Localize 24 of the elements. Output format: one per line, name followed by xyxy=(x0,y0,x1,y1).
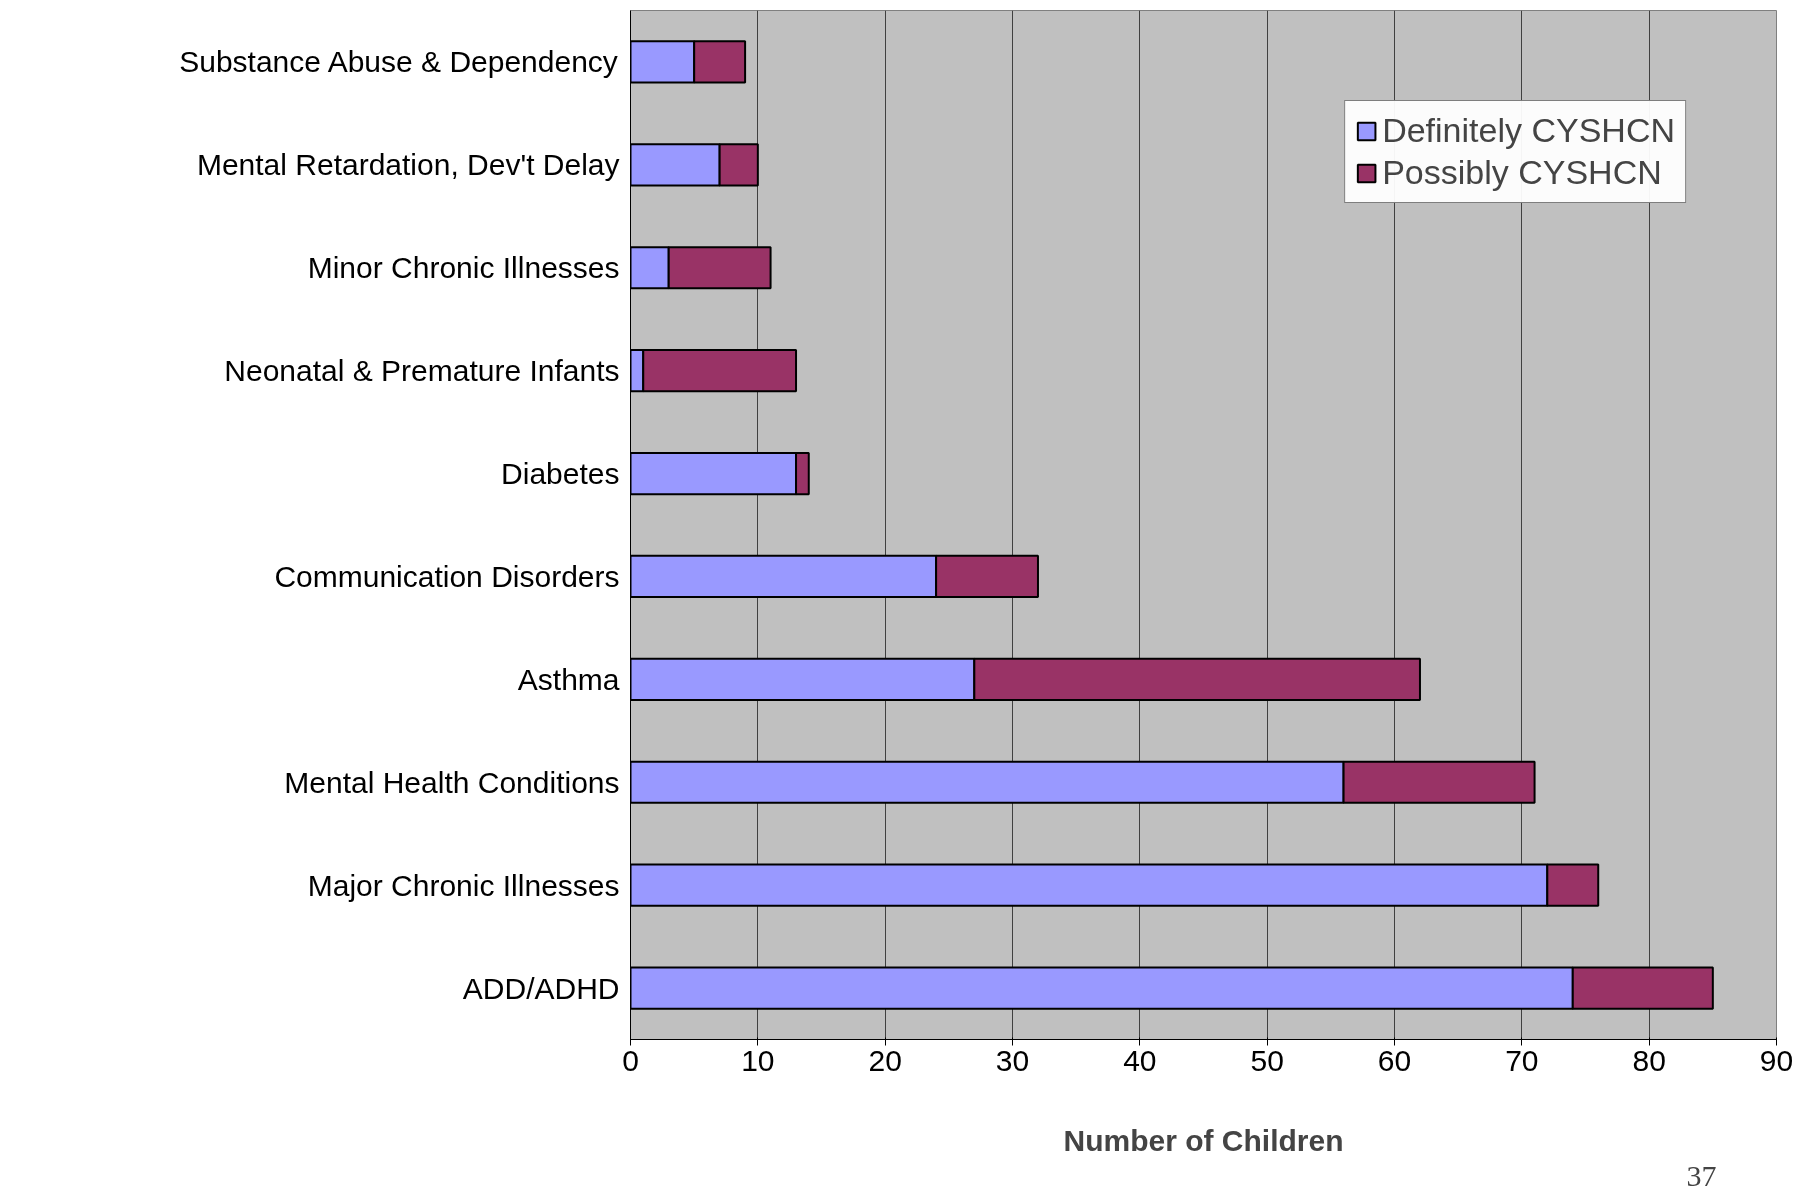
y-tick-label: Mental Retardation, Dev't Delay xyxy=(196,148,620,182)
y-tick-label: Asthma xyxy=(517,662,620,696)
y-tick-label: Neonatal & Premature Infants xyxy=(224,354,620,388)
x-tick-label: 60 xyxy=(1377,1043,1412,1077)
legend-label: Possibly CYSHCN xyxy=(1382,153,1662,192)
y-tick-label: ADD/ADHD xyxy=(462,971,620,1005)
x-tick-label: 10 xyxy=(741,1043,775,1077)
x-tick-label: 40 xyxy=(1123,1043,1157,1077)
x-tick-label: 90 xyxy=(1759,1043,1794,1077)
y-tick-label: Communication Disorders xyxy=(274,559,620,593)
y-tick-label: Minor Chronic Illnesses xyxy=(307,251,620,285)
x-tick-label: 0 xyxy=(622,1043,639,1077)
x-tick-label: 20 xyxy=(868,1043,902,1077)
x-tick-label: 30 xyxy=(995,1043,1030,1077)
x-tick-label: 80 xyxy=(1632,1043,1666,1077)
y-tick-label: Substance Abuse & Dependency xyxy=(179,45,618,79)
x-tick-label: 70 xyxy=(1505,1043,1539,1077)
text: 37 xyxy=(1686,1158,1717,1190)
y-tick-label: Mental Health Conditions xyxy=(284,765,620,799)
y-tick-label: Diabetes xyxy=(501,457,620,491)
y-tick-label: Major Chronic Illnesses xyxy=(307,868,620,902)
legend-label: Definitely CYSHCN xyxy=(1382,111,1675,150)
x-tick-label: 50 xyxy=(1250,1043,1284,1077)
x-axis-title: Number of Children xyxy=(1063,1123,1344,1157)
